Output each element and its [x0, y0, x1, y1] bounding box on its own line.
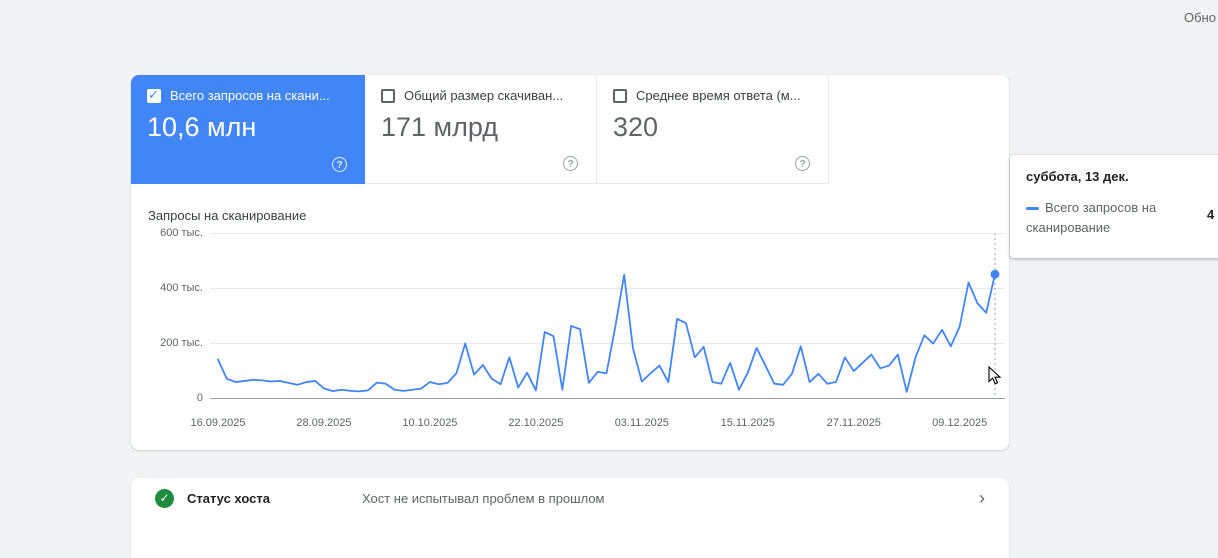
- checkbox-unchecked-icon[interactable]: [381, 88, 395, 103]
- hover-point-dot: [990, 269, 1000, 279]
- host-status-title: Статус хоста: [187, 491, 270, 506]
- host-status-text: Хост не испытывал проблем в прошлом: [361, 491, 605, 506]
- crawl-stats-card: Всего запросов на скани... 10,6 млн ? Об…: [131, 75, 1009, 450]
- metric-card-total-download-size[interactable]: Общий размер скачиван... 171 млрд ?: [365, 75, 597, 184]
- crawl-requests-line-chart[interactable]: [210, 233, 1005, 403]
- x-axis-tick-label: 03.11.2025: [614, 417, 669, 429]
- chevron-right-icon[interactable]: ›: [979, 488, 985, 508]
- metric-cards-row: Всего запросов на скани... 10,6 млн ? Об…: [131, 75, 829, 184]
- tooltip-series-row: Всего запросов на сканирование: [1026, 198, 1194, 238]
- refresh-label[interactable]: Обно: [1184, 10, 1216, 25]
- metric-card-avg-response-time[interactable]: Среднее время ответа (м... 320 ?: [597, 75, 829, 184]
- tooltip-series-label: Всего запросов на сканирование: [1026, 200, 1157, 235]
- chart-gridlines: [210, 233, 1005, 399]
- x-axis-tick-label: 22.10.2025: [508, 417, 564, 429]
- tooltip-date: суббота, 13 дек.: [1026, 169, 1129, 184]
- metric-value: 10,6 млн: [147, 112, 257, 142]
- status-ok-check-icon: ✓: [155, 489, 174, 508]
- mouse-cursor-icon: [988, 366, 1002, 385]
- metric-label: Среднее время ответа (м...: [636, 88, 801, 103]
- checkbox-unchecked-icon[interactable]: [613, 88, 627, 103]
- help-icon[interactable]: ?: [563, 156, 578, 171]
- host-status-card[interactable]: ✓ Статус хоста Хост не испытывал проблем…: [131, 478, 1009, 558]
- y-axis-tick-label: 400 тыс.: [160, 282, 203, 294]
- y-axis-tick-label: 0: [196, 392, 203, 404]
- metric-card-total-crawl-requests[interactable]: Всего запросов на скани... 10,6 млн ?: [131, 75, 365, 184]
- metric-value: 171 млрд: [381, 112, 499, 142]
- y-axis-tick-label: 200 тыс.: [160, 337, 203, 349]
- chart-title: Запросы на сканирование: [148, 208, 307, 223]
- x-axis-tick-label: 15.11.2025: [720, 417, 775, 429]
- y-axis-tick-label: 600 тыс.: [160, 227, 203, 239]
- chart-y-axis: 600 тыс. 400 тыс. 200 тыс. 0: [131, 227, 203, 404]
- x-axis-tick-label: 16.09.2025: [190, 417, 246, 429]
- help-icon[interactable]: ?: [332, 157, 347, 172]
- x-axis-tick-label: 10.10.2025: [402, 417, 458, 429]
- chart-tooltip: суббота, 13 дек. Всего запросов на скани…: [1010, 155, 1218, 258]
- tooltip-value: 4: [1207, 207, 1215, 222]
- series-legend-dash-icon: [1026, 207, 1039, 211]
- x-axis-tick-label: 28.09.2025: [296, 417, 352, 429]
- x-axis-tick-label: 27.11.2025: [826, 417, 881, 429]
- metric-value: 320: [613, 112, 659, 142]
- metric-label: Общий размер скачиван...: [404, 88, 564, 103]
- help-icon[interactable]: ?: [795, 156, 810, 171]
- chart-x-axis: 16.09.2025 28.09.2025 10.10.2025 22.10.2025…: [190, 417, 1005, 431]
- x-axis-tick-label: 09.12.2025: [932, 417, 988, 429]
- metric-label: Всего запросов на скани...: [170, 88, 330, 103]
- chart-data-line: [217, 273, 996, 393]
- checkbox-checked-icon[interactable]: [147, 87, 161, 103]
